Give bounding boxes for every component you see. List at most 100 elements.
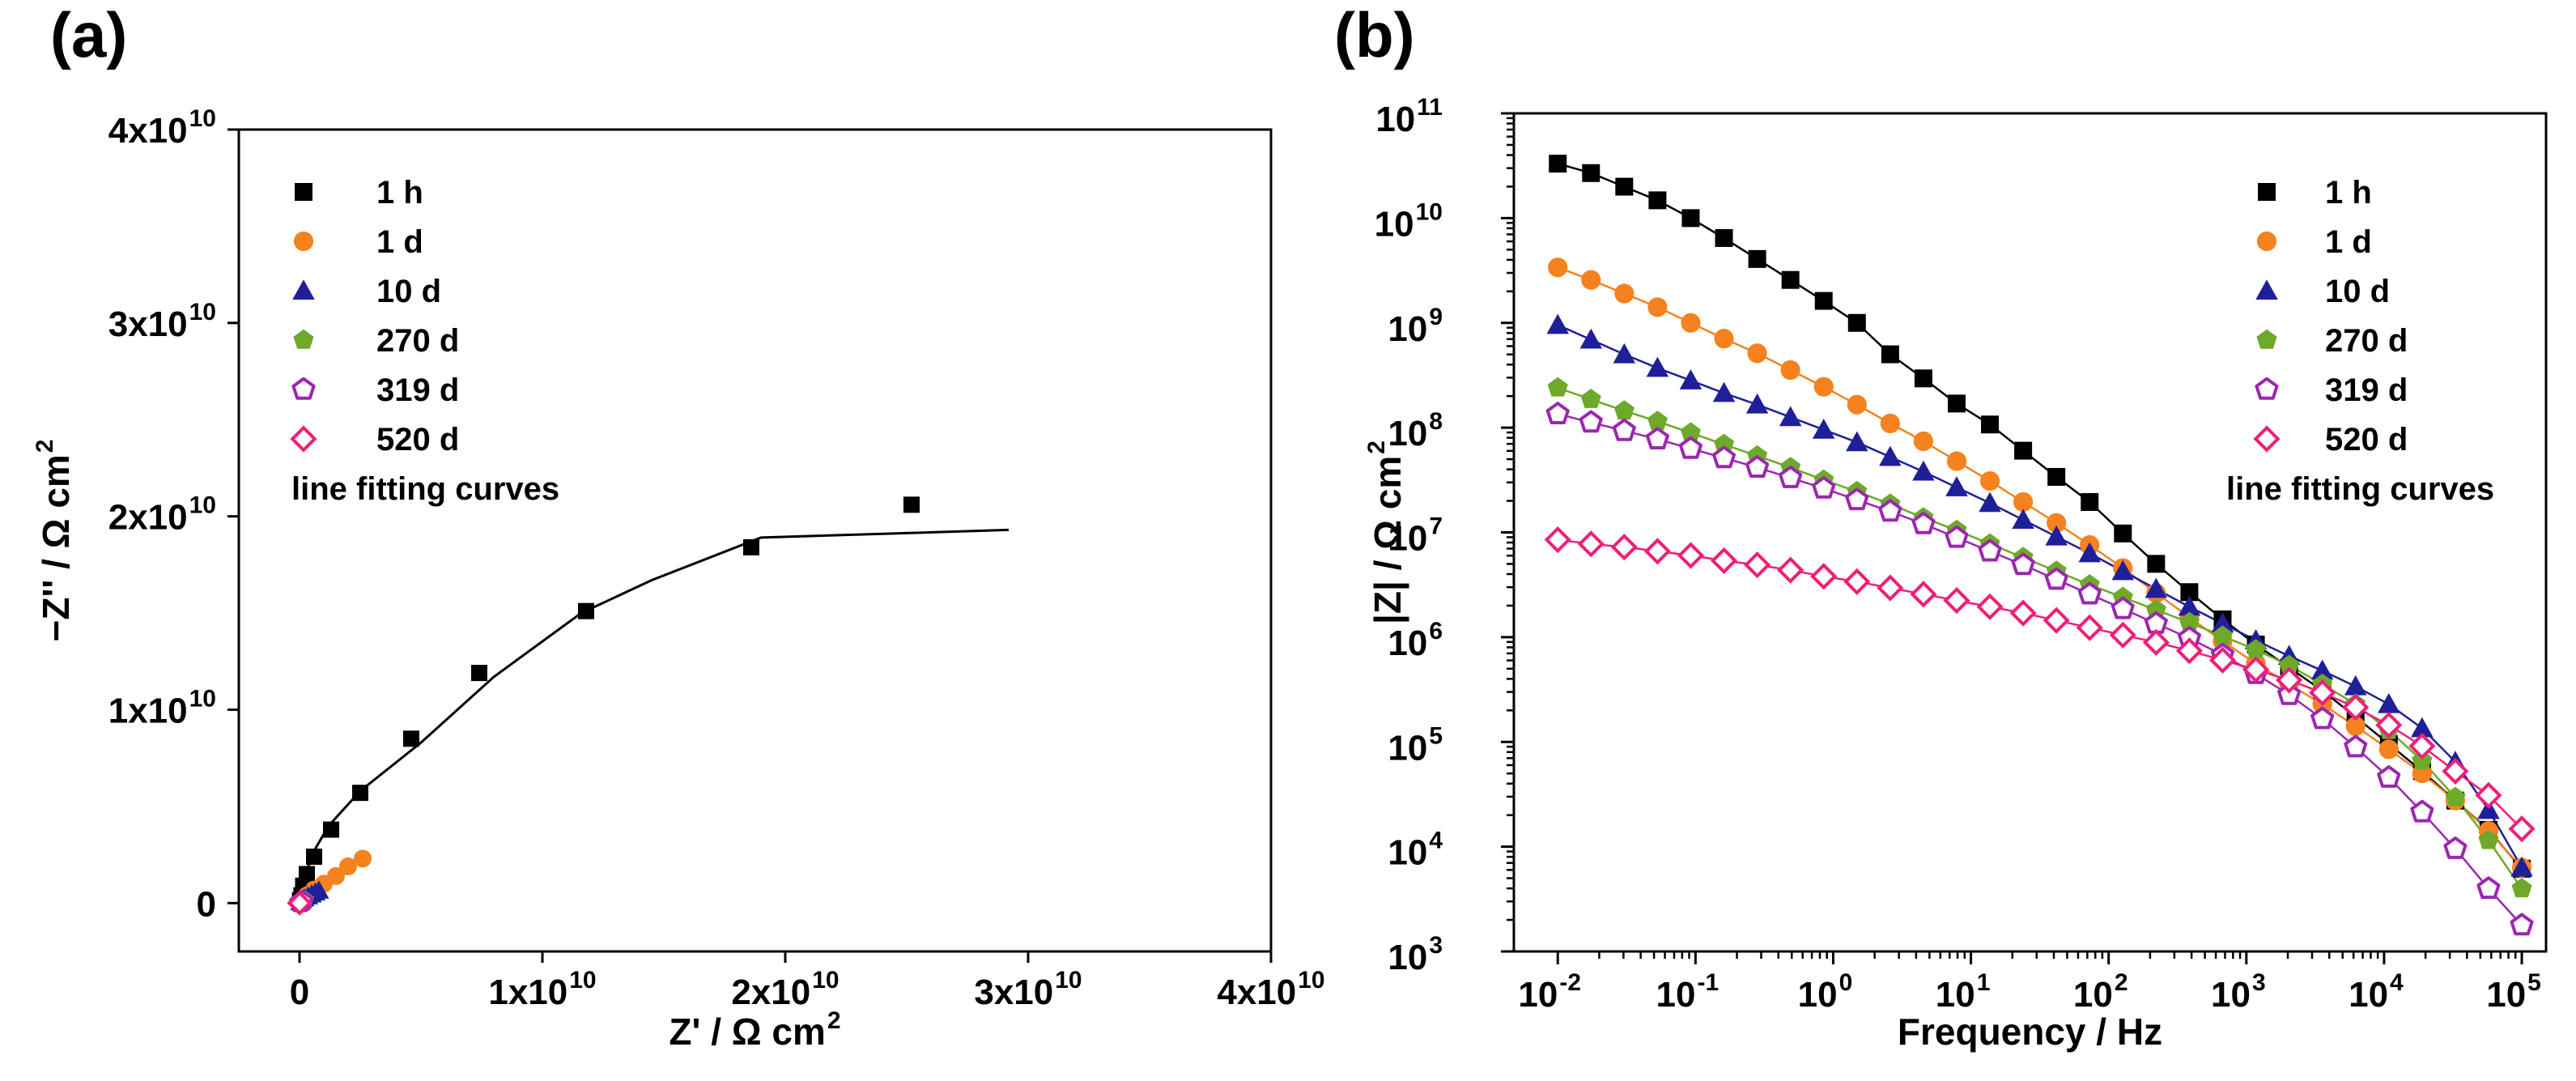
y-tick-label: 103 — [1388, 932, 1443, 977]
x-tick-label-exp: 10 — [569, 967, 596, 994]
data-point — [1947, 394, 1966, 413]
y-tick-label-base: 3x10 — [108, 304, 188, 344]
data-point — [2344, 675, 2367, 696]
data-point — [2445, 786, 2466, 806]
data-point — [1814, 292, 1833, 310]
data-point — [2411, 717, 2434, 738]
y-tick-label-base: 1x10 — [108, 691, 188, 730]
data-point — [1581, 270, 1601, 290]
y-tick-label: 1011 — [1375, 94, 1443, 139]
data-point — [1879, 445, 1902, 466]
data-point — [1678, 436, 1702, 459]
data-point — [327, 866, 345, 885]
legend-marker — [291, 377, 316, 400]
x-tick-label-exp: 5 — [2527, 969, 2541, 996]
data-point — [2310, 659, 2334, 680]
y-tick-label: 0 — [197, 884, 216, 924]
data-point — [2142, 628, 2170, 656]
x-tick-label-base: 10 — [2211, 975, 2251, 1015]
y-tick-label-exp: 7 — [1429, 513, 1443, 540]
data-point — [2412, 750, 2433, 770]
x-tick-label: 1x1010 — [488, 967, 596, 1012]
bode-magnitude-plot: 10-2 10-1 100 101 102 103 104 10510310410510610… — [1363, 94, 2548, 1053]
data-point — [2111, 560, 2135, 581]
y-tick-label-exp: 3 — [1429, 932, 1443, 959]
legend-label: 270 d — [376, 323, 459, 359]
data-point — [1547, 377, 1568, 397]
data-point — [2078, 542, 2101, 563]
x-tick-label: 100 — [1798, 969, 1853, 1015]
legend-marker — [2255, 279, 2278, 300]
x-tick-label-exp: 10 — [1055, 967, 1082, 994]
x-tick-label-base: 2x10 — [731, 972, 810, 1012]
x-axis-label-base: Z' / Ω cm — [669, 1011, 826, 1053]
x-tick-label-base: 10 — [1936, 975, 1975, 1015]
x-tick-label: 4x1010 — [1217, 967, 1324, 1012]
x-axis-label: Z' / Ω cm2 — [669, 1007, 840, 1053]
plot-frame — [237, 128, 1273, 953]
data-point — [1812, 476, 1836, 499]
y-tick-label: 2x1010 — [108, 492, 216, 538]
legend-fit-label: line fitting curves — [291, 471, 559, 507]
x-tick-label-exp: 10 — [1298, 967, 1324, 994]
x-axis-label-exp: 2 — [827, 1007, 841, 1034]
data-point — [323, 821, 339, 838]
data-point — [1810, 563, 1838, 590]
legend-label: 319 d — [2325, 372, 2408, 408]
data-point — [2443, 836, 2468, 859]
panel-a-label: (a) — [50, 0, 127, 70]
x-tick-label: 10-2 — [1518, 969, 1581, 1015]
data-point — [1612, 418, 1636, 441]
y-tick-label: 108 — [1388, 408, 1443, 453]
legend-label: 1 h — [376, 175, 423, 211]
data-point — [2180, 583, 2199, 602]
y-tick-label-base: 10 — [1375, 100, 1415, 139]
y-tick-label: 109 — [1388, 304, 1443, 349]
y-axis-label-exp: 2 — [1363, 440, 1390, 454]
data-point — [2211, 612, 2234, 633]
data-point — [2114, 524, 2132, 543]
legend-marker — [2255, 377, 2279, 400]
data-point — [2511, 878, 2532, 898]
data-point — [306, 848, 322, 865]
x-tick-label-base: 10 — [2486, 975, 2526, 1015]
data-point — [339, 857, 357, 875]
data-point — [1780, 360, 1800, 381]
y-tick-label-exp: 4 — [1429, 828, 1443, 854]
data-point — [1645, 427, 1669, 449]
data-point — [1646, 356, 1669, 377]
data-point — [1880, 413, 1900, 434]
data-point — [1847, 394, 1867, 415]
y-tick-label: 4x1010 — [108, 105, 216, 151]
data-point — [354, 849, 372, 868]
legend-marker — [290, 425, 317, 453]
data-point — [1615, 177, 1634, 196]
data-point — [2111, 596, 2135, 619]
data-point — [352, 785, 368, 802]
y-tick-label-base: 10 — [1388, 623, 1427, 663]
y-axis-label-exp: 2 — [32, 439, 58, 453]
data-point — [2246, 639, 2267, 659]
data-point — [1945, 476, 1968, 496]
data-point — [1579, 328, 1603, 349]
data-point — [2044, 567, 2068, 590]
data-point — [2478, 829, 2499, 849]
y-tick-label: 3x1010 — [108, 299, 216, 344]
y-tick-label: 104 — [1388, 828, 1443, 873]
legend-marker — [2258, 183, 2276, 201]
data-point — [2009, 599, 2037, 627]
data-point — [2277, 682, 2302, 705]
legend-label: 520 d — [376, 422, 459, 458]
y-tick-label: 1x1010 — [108, 685, 216, 730]
data-point — [1544, 526, 1571, 554]
data-point — [1813, 377, 1834, 397]
data-point — [1548, 257, 1568, 278]
x-tick-label: 103 — [2211, 969, 2266, 1015]
x-axis-label: Frequency / Hz — [1898, 1011, 2162, 1053]
data-point — [1878, 499, 1902, 522]
legend-label: 319 d — [376, 372, 459, 408]
legend-bg — [2249, 220, 2435, 262]
series-520d — [287, 890, 312, 916]
data-point — [1545, 402, 1570, 424]
x-tick-label: 10-1 — [1656, 969, 1719, 1015]
